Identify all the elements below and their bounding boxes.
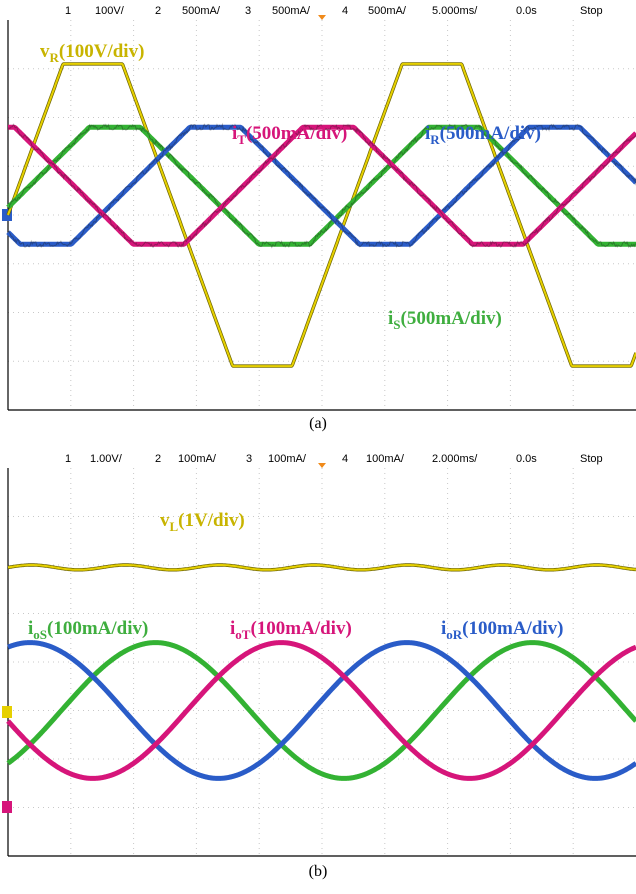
header-item: 4 (342, 5, 348, 17)
header-item: 0.0s (516, 453, 537, 465)
channel-level-marker (2, 209, 12, 221)
header-item: 100mA/ (178, 453, 217, 465)
scope-grid (7, 468, 636, 857)
oscilloscope-panel-b: 1 1.00V/2 100mA/3 100mA/4 100mA/2.000ms/0.0s… (0, 450, 636, 889)
signal-label: vR(100V/div) (40, 41, 144, 65)
header-item: 1.00V/ (90, 453, 123, 465)
header-item: 2 (155, 453, 161, 465)
header-item: Stop (580, 5, 603, 17)
signal-label: vL(1V/div) (160, 510, 245, 534)
signal-label: iT(500mA/div) (232, 123, 347, 147)
trace-iS-noise (7, 123, 636, 249)
scope-chart-b: 1 1.00V/2 100mA/3 100mA/4 100mA/2.000ms/0.0s… (2, 453, 636, 880)
trace-iS (6, 640, 636, 781)
trigger-marker (318, 463, 326, 468)
trace-iT (6, 124, 636, 247)
scope-chart-a: 1 100V/2 500mA/3 500mA/4 500mA/5.000ms/0.0s S… (2, 5, 636, 432)
header-item: 1 (65, 5, 71, 17)
header-item: 500mA/ (272, 5, 311, 17)
trace-iT-noise (7, 123, 636, 248)
header-item: 3 (245, 5, 251, 17)
signal-label: ioS(100mA/div) (28, 618, 148, 642)
header-item: 0.0s (516, 5, 537, 17)
header-item: 5.000ms/ (432, 5, 478, 17)
trace-iR-noise (7, 122, 636, 249)
signal-label: iS(500mA/div) (388, 308, 502, 332)
header-item: 100mA/ (366, 453, 405, 465)
trigger-marker (318, 15, 326, 20)
panel-caption: (a) (309, 415, 327, 432)
header-item: Stop (580, 453, 603, 465)
panel-caption: (b) (309, 863, 328, 880)
oscilloscope-panel-a: 1 100V/2 500mA/3 500mA/4 500mA/5.000ms/0.0s S… (0, 0, 636, 440)
header-item: 100V/ (95, 5, 125, 17)
header-item: 500mA/ (182, 5, 221, 17)
header-item: 1 (65, 453, 71, 465)
channel-level-marker (2, 801, 12, 813)
header-item: 3 (246, 453, 252, 465)
trace-vR (7, 62, 636, 368)
header-item: 2.000ms/ (432, 453, 478, 465)
signal-label: ioT(100mA/div) (230, 618, 352, 642)
signal-label: ioR(100mA/div) (441, 618, 564, 642)
trace-iR (6, 124, 636, 247)
header-item: 4 (342, 453, 348, 465)
header-item: 500mA/ (368, 5, 407, 17)
trace-vL (7, 564, 636, 571)
trace-iS (6, 124, 636, 247)
channel-header: 1 100V/2 500mA/3 500mA/4 500mA/5.000ms/0.0s S… (65, 5, 603, 17)
header-item: 2 (155, 5, 161, 17)
channel-level-marker (2, 706, 12, 718)
signal-label: iR(500mA/div) (425, 123, 541, 147)
trace-iT (6, 640, 636, 781)
header-item: 100mA/ (268, 453, 307, 465)
scope-grid (7, 20, 636, 411)
channel-header: 1 1.00V/2 100mA/3 100mA/4 100mA/2.000ms/0.0s… (65, 453, 603, 465)
